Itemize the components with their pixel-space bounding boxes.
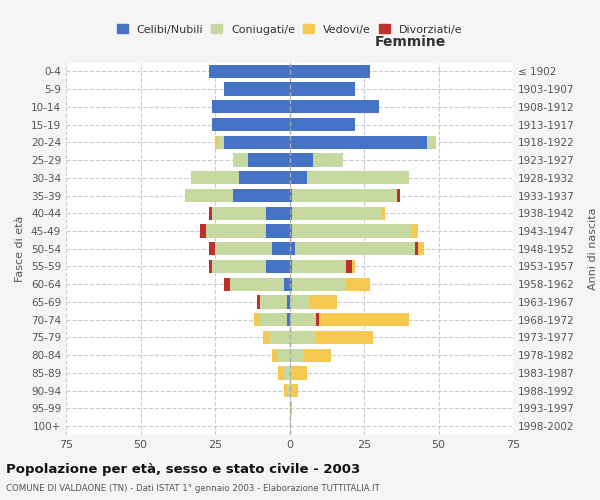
Legend: Celibi/Nubili, Coniugati/e, Vedovi/e, Divorziati/e: Celibi/Nubili, Coniugati/e, Vedovi/e, Di…: [112, 20, 467, 39]
Bar: [260, 313, 287, 326]
Bar: [266, 260, 290, 273]
Bar: [290, 171, 307, 184]
Bar: [278, 366, 284, 380]
Bar: [290, 189, 292, 202]
Bar: [272, 348, 278, 362]
Bar: [290, 224, 292, 237]
Bar: [209, 242, 215, 256]
Bar: [284, 384, 287, 398]
Bar: [284, 366, 290, 380]
Bar: [310, 296, 337, 308]
Bar: [290, 154, 313, 166]
Bar: [233, 189, 290, 202]
Bar: [290, 100, 379, 114]
Bar: [316, 313, 319, 326]
Bar: [224, 136, 290, 149]
Bar: [290, 402, 292, 415]
Bar: [248, 154, 290, 166]
Bar: [346, 260, 352, 273]
Bar: [224, 82, 290, 96]
Bar: [418, 242, 424, 256]
Bar: [313, 154, 343, 166]
Bar: [292, 366, 307, 380]
Bar: [212, 206, 266, 220]
Bar: [415, 242, 418, 256]
Bar: [382, 206, 385, 220]
Y-axis label: Fasce di età: Fasce di età: [16, 216, 25, 282]
Text: Femmine: Femmine: [374, 36, 446, 50]
Bar: [412, 224, 418, 237]
Bar: [209, 64, 290, 78]
Bar: [257, 296, 260, 308]
Bar: [290, 242, 295, 256]
Bar: [272, 242, 290, 256]
Bar: [290, 366, 292, 380]
Bar: [292, 206, 382, 220]
Bar: [290, 118, 355, 131]
Bar: [290, 206, 292, 220]
Bar: [292, 189, 397, 202]
Bar: [307, 171, 409, 184]
Bar: [290, 384, 298, 398]
Bar: [397, 189, 400, 202]
Bar: [290, 296, 310, 308]
Bar: [233, 154, 248, 166]
Bar: [239, 171, 290, 184]
Bar: [260, 296, 287, 308]
Bar: [346, 278, 370, 291]
Bar: [316, 331, 373, 344]
Bar: [185, 189, 233, 202]
Y-axis label: Anni di nascita: Anni di nascita: [589, 208, 599, 290]
Bar: [287, 384, 290, 398]
Bar: [212, 100, 290, 114]
Bar: [292, 260, 346, 273]
Bar: [427, 136, 436, 149]
Bar: [284, 278, 290, 291]
Bar: [352, 260, 355, 273]
Bar: [290, 313, 316, 326]
Bar: [290, 278, 292, 291]
Bar: [295, 242, 415, 256]
Bar: [290, 136, 427, 149]
Bar: [200, 224, 206, 237]
Bar: [218, 136, 224, 149]
Bar: [287, 313, 290, 326]
Bar: [212, 118, 290, 131]
Bar: [215, 136, 218, 149]
Bar: [292, 278, 346, 291]
Bar: [304, 348, 331, 362]
Bar: [254, 313, 260, 326]
Text: COMUNE DI VALDAONE (TN) - Dati ISTAT 1° gennaio 2003 - Elaborazione TUTTITALIA.I: COMUNE DI VALDAONE (TN) - Dati ISTAT 1° …: [6, 484, 380, 493]
Bar: [224, 278, 230, 291]
Bar: [290, 82, 355, 96]
Bar: [290, 260, 292, 273]
Bar: [209, 206, 212, 220]
Bar: [209, 260, 212, 273]
Bar: [266, 206, 290, 220]
Bar: [266, 224, 290, 237]
Bar: [319, 313, 409, 326]
Text: Popolazione per età, sesso e stato civile - 2003: Popolazione per età, sesso e stato civil…: [6, 462, 360, 475]
Bar: [206, 224, 266, 237]
Bar: [278, 348, 290, 362]
Bar: [263, 331, 269, 344]
Bar: [290, 348, 304, 362]
Bar: [215, 242, 272, 256]
Bar: [269, 331, 290, 344]
Bar: [292, 224, 412, 237]
Bar: [230, 278, 284, 291]
Bar: [290, 331, 316, 344]
Bar: [212, 260, 266, 273]
Bar: [287, 296, 290, 308]
Bar: [191, 171, 239, 184]
Bar: [290, 64, 370, 78]
